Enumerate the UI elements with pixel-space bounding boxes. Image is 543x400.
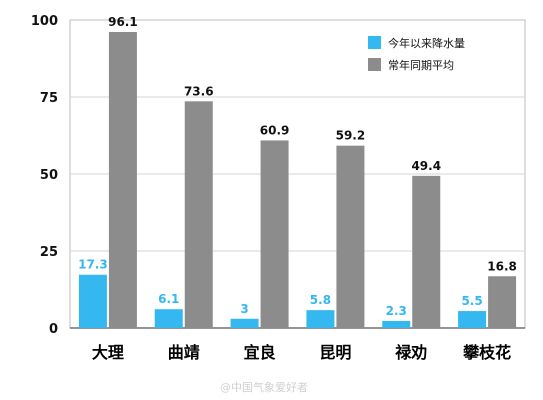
bar-s1-1: [184, 101, 213, 328]
bar-s1-3: [336, 145, 365, 328]
data-label-s0-0: 17.3: [78, 258, 108, 272]
bar-s0-1: [154, 309, 183, 328]
x-category-label-4: 禄劝: [395, 343, 427, 362]
bar-s1-5: [488, 276, 517, 328]
data-label-s0-5: 5.5: [461, 294, 482, 308]
data-label-s1-5: 16.8: [487, 259, 517, 273]
data-label-s1-2: 60.9: [260, 123, 290, 137]
y-tick-label-25: 25: [40, 245, 58, 260]
data-label-s0-2: 3: [240, 302, 248, 316]
bar-s1-4: [412, 175, 441, 328]
legend-swatch-0: [368, 36, 381, 49]
y-tick-label-75: 75: [40, 91, 58, 106]
bar-s0-5: [458, 311, 487, 328]
y-tick-label-0: 0: [49, 322, 58, 337]
legend-swatch-1: [368, 58, 381, 71]
bar-s0-0: [78, 274, 107, 328]
y-tick-label-100: 100: [31, 14, 58, 29]
data-label-s1-3: 59.2: [336, 129, 366, 143]
bar-s0-4: [382, 320, 411, 328]
data-label-s1-4: 49.4: [411, 159, 441, 173]
x-category-label-5: 攀枝花: [462, 343, 511, 362]
watermark: @中国气象爱好者: [220, 381, 308, 394]
data-label-s0-3: 5.8: [310, 293, 331, 307]
x-category-label-1: 曲靖: [168, 343, 200, 362]
bar-s0-2: [230, 318, 259, 328]
data-label-s1-1: 73.6: [184, 84, 214, 98]
data-label-s1-0: 96.1: [108, 15, 138, 29]
x-category-label-0: 大理: [92, 343, 124, 362]
data-label-s0-4: 2.3: [386, 304, 407, 318]
y-tick-label-50: 50: [40, 168, 58, 183]
bar-s0-3: [306, 310, 335, 328]
data-label-s0-1: 6.1: [158, 292, 179, 306]
bar-s1-2: [260, 140, 289, 328]
x-category-label-2: 宜良: [244, 343, 276, 362]
x-category-label-3: 昆明: [319, 343, 351, 362]
legend-label-1: 常年同期平均: [388, 58, 454, 72]
bar-s1-0: [108, 32, 137, 329]
legend-label-0: 今年以来降水量: [388, 36, 465, 50]
